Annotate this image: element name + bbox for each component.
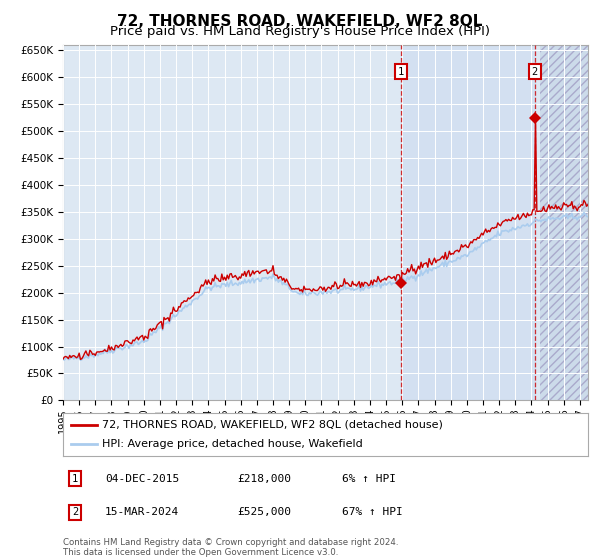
Text: 04-DEC-2015: 04-DEC-2015 [105, 474, 179, 484]
Text: 67% ↑ HPI: 67% ↑ HPI [342, 507, 403, 517]
Text: 2: 2 [72, 507, 78, 517]
Bar [401, 45, 535, 400]
Text: 72, THORNES ROAD, WAKEFIELD, WF2 8QL (detached house): 72, THORNES ROAD, WAKEFIELD, WF2 8QL (de… [103, 420, 443, 430]
Text: 2: 2 [532, 67, 538, 77]
Text: 6% ↑ HPI: 6% ↑ HPI [342, 474, 396, 484]
Text: HPI: Average price, detached house, Wakefield: HPI: Average price, detached house, Wake… [103, 439, 363, 449]
Text: Contains HM Land Registry data © Crown copyright and database right 2024.
This d: Contains HM Land Registry data © Crown c… [63, 538, 398, 557]
Bar [539, 45, 588, 400]
Text: 15-MAR-2024: 15-MAR-2024 [105, 507, 179, 517]
Text: Price paid vs. HM Land Registry's House Price Index (HPI): Price paid vs. HM Land Registry's House … [110, 25, 490, 38]
Text: £218,000: £218,000 [237, 474, 291, 484]
Text: £525,000: £525,000 [237, 507, 291, 517]
Text: 1: 1 [398, 67, 404, 77]
Text: 1: 1 [72, 474, 78, 484]
Text: 72, THORNES ROAD, WAKEFIELD, WF2 8QL: 72, THORNES ROAD, WAKEFIELD, WF2 8QL [118, 14, 482, 29]
